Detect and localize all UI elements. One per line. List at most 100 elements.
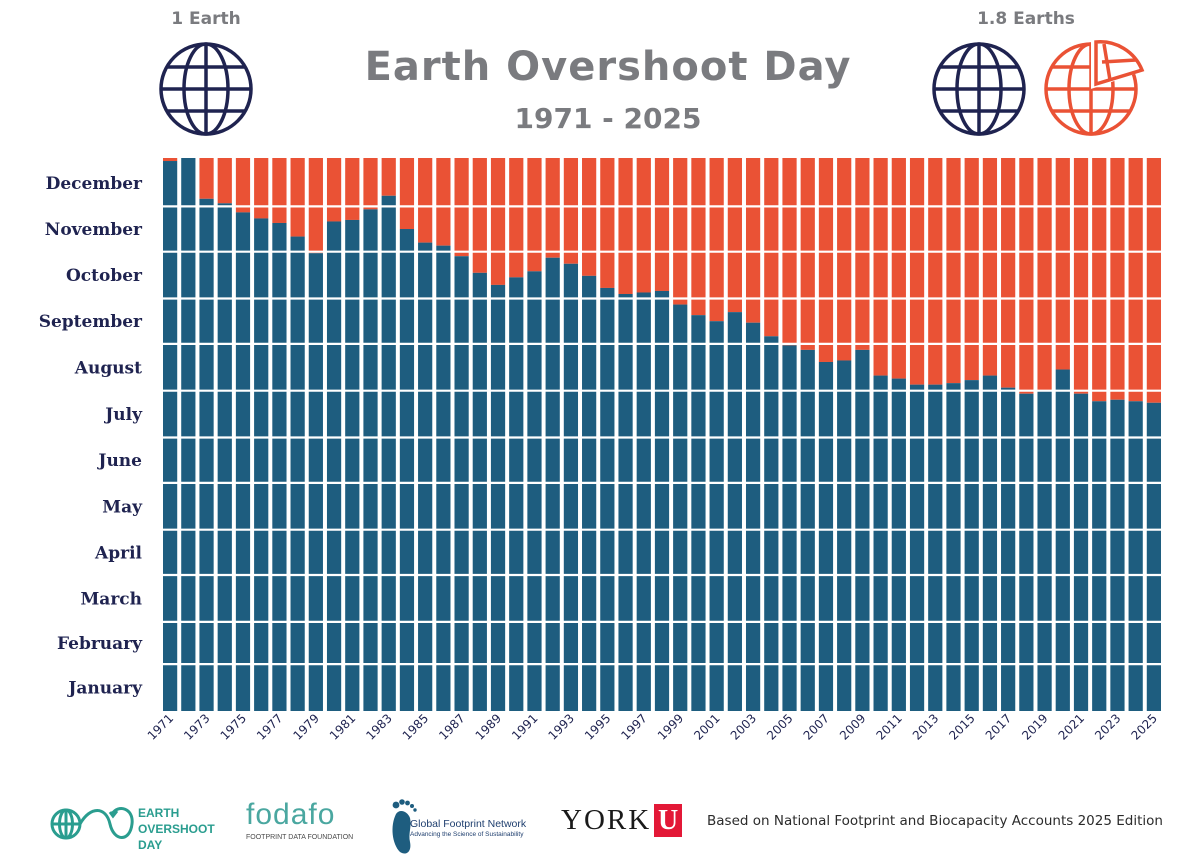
y-axis-labels: January February March April May June July Augu…	[39, 174, 143, 699]
overshoot-chart: January February March April May June July Augu…	[39, 158, 1163, 743]
budget-bar	[709, 321, 724, 711]
overshoot-bar	[472, 158, 487, 273]
overshoot-bar	[490, 158, 506, 285]
overshoot-bar	[1110, 158, 1125, 400]
x-tick-label: 1981	[327, 711, 358, 742]
budget-bar	[1019, 393, 1034, 711]
budget-bar	[1110, 399, 1125, 711]
overshoot-bar	[928, 158, 943, 385]
budget-bar	[1128, 401, 1143, 711]
overshoot-bar	[727, 158, 742, 313]
overshoot-bar	[1092, 158, 1107, 402]
overshoot-bar	[399, 158, 415, 230]
overshoot-bar	[709, 158, 724, 322]
york-wordmark: YORK	[561, 803, 652, 836]
x-tick-label: 1977	[254, 711, 285, 742]
x-tick-label: 2021	[1056, 711, 1087, 742]
x-tick-label: 2005	[764, 711, 795, 742]
x-tick-label: 2013	[910, 711, 941, 742]
data-source-credit: Based on National Footprint and Biocapac…	[707, 813, 1163, 829]
overshoot-bar	[982, 158, 998, 376]
budget-bar	[217, 203, 232, 711]
x-axis-labels: 1971 1973 1975 1977 1979 1981 1983 1985 1987 1989…	[145, 711, 1160, 742]
chart-title: Earth Overshoot Day	[364, 44, 852, 90]
gfn-logo-text: Global Footprint Network Advancing the S…	[410, 818, 550, 838]
gridlines	[161, 205, 1163, 666]
budget-bar	[582, 275, 597, 711]
overshoot-bar	[1019, 158, 1034, 394]
budget-bar	[418, 242, 433, 711]
fodafo-wordmark: fodafo	[246, 798, 336, 831]
overshoot-bar	[345, 158, 360, 220]
more-earths-label: 1.8 Earths	[977, 9, 1075, 29]
budget-bar	[909, 384, 925, 711]
x-tick-label: 2009	[837, 711, 868, 742]
overshoot-bar	[855, 158, 870, 350]
budget-bar	[673, 304, 688, 711]
overshoot-bar	[509, 158, 524, 278]
overshoot-bar	[163, 158, 178, 162]
gfn-tagline: Advancing the Science of Sustainability	[410, 831, 524, 838]
y-tick-label: February	[57, 634, 143, 654]
x-tick-label: 2015	[946, 711, 977, 742]
gfn-name: Global Footprint Network	[410, 818, 527, 830]
overshoot-bar	[418, 158, 433, 243]
budget-bar	[600, 287, 615, 711]
budget-bar	[636, 292, 651, 711]
y-tick-label: July	[103, 405, 143, 425]
x-tick-label: 1987	[436, 711, 467, 742]
x-tick-label: 1989	[473, 711, 504, 742]
overshoot-bar	[436, 158, 451, 246]
y-tick-label: September	[39, 312, 143, 332]
overshoot-bar	[891, 158, 906, 379]
budget-bar	[782, 345, 797, 711]
eod-logo-line: DAY	[138, 838, 162, 852]
y-tick-label: April	[94, 543, 142, 563]
bars	[163, 158, 1161, 712]
eod-logo-line: EARTH	[138, 806, 179, 820]
overshoot-bar	[818, 158, 834, 362]
budget-bar	[928, 384, 943, 711]
budget-bar	[235, 212, 251, 712]
overshoot-bar	[964, 158, 979, 381]
y-tick-label: October	[66, 266, 143, 286]
overshoot-bar	[326, 158, 342, 222]
one-earth-label: 1 Earth	[171, 9, 241, 29]
overshoot-bar	[545, 158, 560, 258]
y-tick-label: August	[74, 358, 142, 378]
overshoot-bar	[800, 158, 815, 350]
x-tick-label: 2001	[691, 711, 722, 742]
overshoot-bar	[563, 158, 579, 264]
budget-bar	[254, 218, 269, 711]
budget-bar	[837, 360, 852, 711]
overshoot-bar	[837, 158, 852, 361]
x-tick-label: 2017	[983, 711, 1014, 742]
budget-bar	[818, 361, 834, 711]
budget-bar	[727, 312, 742, 711]
x-tick-label: 2003	[728, 711, 759, 742]
budget-bar	[399, 229, 415, 711]
budget-bar	[982, 375, 998, 711]
budget-bar	[1001, 387, 1016, 711]
budget-bar	[472, 272, 487, 711]
overshoot-bar	[636, 158, 651, 293]
overshoot-bar	[1055, 158, 1070, 370]
overshoot-bar	[745, 158, 761, 323]
globe-icon	[932, 42, 1026, 136]
x-tick-label: 1993	[546, 711, 577, 742]
budget-bar	[1146, 402, 1161, 711]
eod-logo-line: OVERSHOOT	[138, 822, 215, 836]
budget-bar	[381, 195, 396, 712]
budget-bar	[1055, 369, 1070, 711]
overshoot-bar	[691, 158, 706, 316]
overshoot-bar	[1001, 158, 1016, 388]
budget-bar	[891, 378, 906, 711]
partial-globe-icon	[1044, 40, 1145, 136]
x-tick-label: 2011	[873, 711, 904, 742]
overshoot-bar	[582, 158, 597, 276]
globe-icon	[159, 42, 253, 136]
x-tick-label: 2025	[1129, 711, 1160, 742]
fodafo-tagline: FOOTPRINT DATA FOUNDATION	[246, 834, 354, 841]
overshoot-bar	[290, 158, 305, 237]
budget-bar	[326, 221, 342, 711]
